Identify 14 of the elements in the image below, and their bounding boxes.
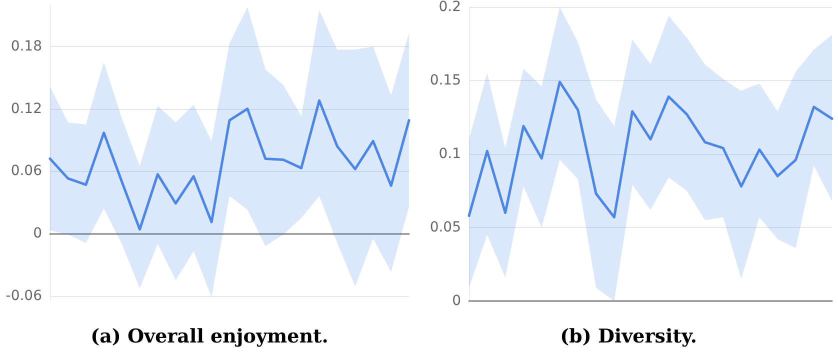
text: (b) Diversity. <box>560 326 697 348</box>
y-tick-label: 0 <box>33 225 42 242</box>
y-tick-label: 0.15 <box>430 72 461 88</box>
y-tick-label: 0.12 <box>10 100 42 117</box>
line-series <box>468 80 834 218</box>
y-tick-label: 0.18 <box>10 38 42 55</box>
y-tick-label: 0.06 <box>10 163 42 180</box>
y-tick-label: 0 <box>452 293 461 309</box>
y-tick-label: -0.06 <box>6 288 42 304</box>
text: (a) Overall enjoyment. <box>90 326 328 348</box>
line-series <box>48 99 410 231</box>
y-tick-label: 0.05 <box>430 220 461 236</box>
y-tick-label: 0.2 <box>438 0 461 15</box>
y-tick-label: 0.1 <box>438 146 461 162</box>
